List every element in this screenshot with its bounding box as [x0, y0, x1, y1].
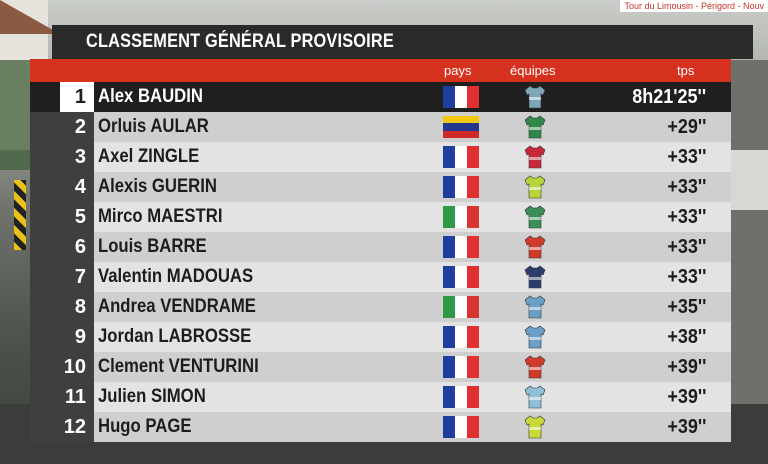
country-flag-icon — [443, 356, 479, 378]
country-flag-icon — [443, 236, 479, 258]
team-jersey-icon — [524, 85, 546, 109]
team-jersey-icon — [524, 115, 546, 139]
rider-time: +39'' — [666, 386, 706, 408]
rider-time: +39'' — [666, 416, 706, 438]
rider-time: +33'' — [666, 266, 706, 288]
background-sign — [730, 150, 768, 210]
rider-name: Mirco MAESTRI — [98, 206, 223, 227]
team-jersey-icon — [524, 205, 546, 229]
rider-time: +33'' — [666, 176, 706, 198]
standings-row: 4 Alexis GUERIN +33'' — [30, 172, 731, 202]
standings-row: 7 Valentin MADOUAS +33'' — [30, 262, 731, 292]
country-flag-icon — [443, 326, 479, 348]
position-number: 4 — [30, 172, 94, 202]
rider-name: Jordan LABROSSE — [98, 326, 252, 347]
team-jersey-icon — [524, 325, 546, 349]
rider-time: +33'' — [666, 206, 706, 228]
rider-name: Alex BAUDIN — [98, 86, 203, 107]
rider-time: +33'' — [666, 236, 706, 258]
standings-row: 3 Axel ZINGLE +33'' — [30, 142, 731, 172]
standings-row: 6 Louis BARRE +33'' — [30, 232, 731, 262]
position-number: 7 — [30, 262, 94, 292]
standings-row: 2 Orluis AULAR +29'' — [30, 112, 731, 142]
rider-time: +35'' — [666, 296, 706, 318]
position-number: 6 — [30, 232, 94, 262]
standings-row: 5 Mirco MAESTRI +33'' — [30, 202, 731, 232]
rider-name: Louis BARRE — [98, 236, 207, 257]
standings-row: 12 Hugo PAGE +39'' — [30, 412, 731, 442]
rider-time: +29'' — [666, 116, 706, 138]
column-header-tps: tps — [677, 63, 695, 78]
standings-board: CLASSEMENT GÉNÉRAL PROVISOIRE pays équip… — [30, 24, 753, 444]
broadcast-tag: Tour du Limousin - Périgord - Nouv — [620, 0, 768, 12]
rider-name: Julien SIMON — [98, 386, 206, 407]
team-jersey-icon — [524, 385, 546, 409]
rider-name: Axel ZINGLE — [98, 146, 200, 167]
rider-name: Andrea VENDRAME — [98, 296, 256, 317]
position-number: 3 — [30, 142, 94, 172]
rider-name: Clement VENTURINI — [98, 356, 259, 377]
board-title: CLASSEMENT GÉNÉRAL PROVISOIRE — [86, 31, 394, 52]
background-barrier-pole — [14, 180, 26, 250]
team-jersey-icon — [524, 295, 546, 319]
position-number: 2 — [30, 112, 94, 142]
standings-row: 11 Julien SIMON +39'' — [30, 382, 731, 412]
rider-time: 8h21'25'' — [632, 86, 706, 108]
country-flag-icon — [443, 206, 479, 228]
rider-name: Orluis AULAR — [98, 116, 209, 137]
team-jersey-icon — [524, 415, 546, 439]
team-jersey-icon — [524, 145, 546, 169]
standings-list: 1 Alex BAUDIN 8h21'25'' 2 Orluis AULAR +29'' 3… — [30, 82, 731, 442]
position-number: 8 — [30, 292, 94, 322]
position-number: 9 — [30, 322, 94, 352]
title-bar: CLASSEMENT GÉNÉRAL PROVISOIRE — [52, 25, 753, 59]
rider-time: +39'' — [666, 356, 706, 378]
column-header-bar: pays équipes tps — [30, 59, 731, 82]
position-number: 12 — [30, 412, 94, 442]
team-jersey-icon — [524, 175, 546, 199]
rider-name: Valentin MADOUAS — [98, 266, 254, 287]
country-flag-icon — [443, 386, 479, 408]
country-flag-icon — [443, 296, 479, 318]
rider-time: +33'' — [666, 146, 706, 168]
country-flag-icon — [443, 176, 479, 198]
country-flag-icon — [443, 266, 479, 288]
column-header-pays: pays — [444, 63, 472, 78]
standings-row: 9 Jordan LABROSSE +38'' — [30, 322, 731, 352]
position-number: 11 — [30, 382, 94, 412]
standings-row: 1 Alex BAUDIN 8h21'25'' — [30, 82, 731, 112]
country-flag-icon — [443, 416, 479, 438]
column-header-equipes: équipes — [510, 63, 556, 78]
country-flag-icon — [443, 86, 479, 108]
rider-time: +38'' — [666, 326, 706, 348]
position-number: 1 — [60, 82, 94, 112]
background-building — [728, 60, 768, 460]
country-flag-icon — [443, 146, 479, 168]
rider-name: Hugo PAGE — [98, 416, 192, 437]
standings-row: 8 Andrea VENDRAME +35'' — [30, 292, 731, 322]
team-jersey-icon — [524, 355, 546, 379]
position-number: 10 — [30, 352, 94, 382]
position-number: 5 — [30, 202, 94, 232]
rider-name: Alexis GUERIN — [98, 176, 217, 197]
country-flag-icon — [443, 116, 479, 138]
standings-row: 10 Clement VENTURINI +39'' — [30, 352, 731, 382]
team-jersey-icon — [524, 265, 546, 289]
team-jersey-icon — [524, 235, 546, 259]
